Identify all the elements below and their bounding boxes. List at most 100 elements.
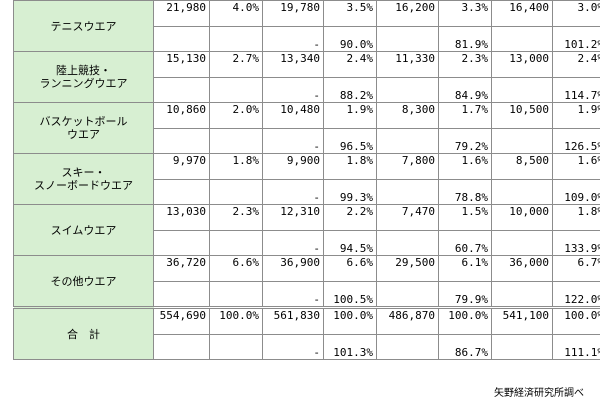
table-row: スイムウエア 13,030 2.3% 12,310 2.2% 7,470 1.5% 10,00… [13, 204, 600, 256]
yoy-ratio-cell: 78.8% [438, 179, 492, 205]
amount-cell: 16,400 [491, 0, 553, 27]
yoy-ratio-cell: 60.7% [438, 230, 492, 256]
yoy-ratio-cell [209, 230, 263, 256]
category-label-line: ウエア [67, 128, 100, 141]
amount-cell: 36,900 [262, 255, 324, 282]
yoy-ratio-cell [491, 230, 553, 256]
total-label: 合 計 [13, 306, 154, 360]
yoy-ratio-cell: 109.0% [552, 179, 600, 205]
share-cell: 100.0% [323, 306, 377, 335]
amount-cell: 554,690 [153, 306, 210, 335]
share-cell: 1.8% [323, 153, 377, 180]
yoy-ratio-cell: 86.7% [438, 334, 492, 360]
share-cell: 3.5% [323, 0, 377, 27]
category-label-line: スイムウエア [50, 223, 117, 237]
share-cell: 6.6% [323, 255, 377, 282]
table-row: テニスウエア 21,980 4.0% 19,780 3.5% 16,200 3.3% 16,4… [13, 0, 600, 52]
share-cell: 1.5% [438, 204, 492, 231]
amount-cell: 12,310 [262, 204, 324, 231]
amount-cell: 486,870 [376, 306, 439, 335]
amount-cell: 36,720 [153, 255, 210, 282]
yoy-ratio-cell: 114.7% [552, 77, 600, 103]
yoy-ratio-cell [153, 179, 210, 205]
share-cell: 2.2% [323, 204, 377, 231]
amount-cell: 15,130 [153, 51, 210, 78]
share-cell: 1.8% [552, 204, 600, 231]
yoy-ratio-cell [209, 26, 263, 52]
share-cell: 2.7% [209, 51, 263, 78]
amount-cell: 10,000 [491, 204, 553, 231]
share-cell: 2.3% [209, 204, 263, 231]
category-label-line: テニスウエア [50, 19, 117, 33]
amount-cell: 541,100 [491, 306, 553, 335]
share-cell: 1.8% [209, 153, 263, 180]
share-cell: 2.0% [209, 102, 263, 129]
amount-cell: 10,480 [262, 102, 324, 129]
yoy-ratio-cell: 79.9% [438, 281, 492, 308]
table-row: バスケットボール ウエア 10,860 2.0% 10,480 1.9% 8,300 1.7%… [13, 102, 600, 154]
yoy-ratio-cell: - [262, 26, 324, 52]
yoy-ratio-cell [209, 334, 263, 360]
amount-cell: 9,900 [262, 153, 324, 180]
category-label-line: スキー・ [61, 166, 106, 179]
amount-cell: 8,500 [491, 153, 553, 180]
yoy-ratio-cell: 101.2% [552, 26, 600, 52]
ratio-row: -94.5% 60.7% 133.9% [14, 230, 600, 256]
yoy-ratio-cell: 99.3% [323, 179, 377, 205]
category-label: テニスウエア [13, 0, 154, 52]
yoy-ratio-cell [376, 230, 439, 256]
yoy-ratio-cell [209, 179, 263, 205]
yoy-ratio-cell [491, 281, 553, 308]
category-label-line: スノーボードウエア [34, 179, 133, 192]
yoy-ratio-cell: 96.5% [323, 128, 377, 154]
ratio-row: -100.5% 79.9% 122.0% [14, 281, 600, 308]
table-row: 陸上競技・ ランニングウエア 15,130 2.7% 13,340 2.4% 11,330 2… [13, 51, 600, 103]
share-cell: 3.3% [438, 0, 492, 27]
share-cell: 2.4% [323, 51, 377, 78]
amount-cell: 10,500 [491, 102, 553, 129]
yoy-ratio-cell [376, 281, 439, 308]
yoy-ratio-cell [376, 77, 439, 103]
yoy-ratio-cell [376, 26, 439, 52]
source-note: 矢野経済研究所調べ [494, 388, 584, 399]
amount-cell: 29,500 [376, 255, 439, 282]
category-label-line: バスケットボール [39, 115, 128, 128]
share-cell: 1.9% [552, 102, 600, 129]
yoy-ratio-cell [491, 179, 553, 205]
yoy-ratio-cell [153, 77, 210, 103]
yoy-ratio-cell: 100.5% [323, 281, 377, 308]
total-ratio-row: -101.3% 86.7% 111.1% [14, 334, 600, 360]
share-cell: 6.1% [438, 255, 492, 282]
market-size-table: テニスウエア 21,980 4.0% 19,780 3.5% 16,200 3.3% 16,4… [13, 0, 600, 360]
share-cell: 1.6% [438, 153, 492, 180]
amount-cell: 10,860 [153, 102, 210, 129]
amount-cell: 9,970 [153, 153, 210, 180]
amount-cell: 19,780 [262, 0, 324, 27]
yoy-ratio-cell [376, 334, 439, 360]
yoy-ratio-cell: 94.5% [323, 230, 377, 256]
yoy-ratio-cell: 90.0% [323, 26, 377, 52]
yoy-ratio-cell [209, 128, 263, 154]
yoy-ratio-cell [153, 334, 210, 360]
share-cell: 2.4% [552, 51, 600, 78]
yoy-ratio-cell [491, 77, 553, 103]
amount-cell: 16,200 [376, 0, 439, 27]
yoy-ratio-cell [491, 128, 553, 154]
amount-cell: 13,000 [491, 51, 553, 78]
category-label-line: 陸上競技・ [56, 64, 111, 77]
yoy-ratio-cell [491, 334, 553, 360]
ratio-row: -96.5% 79.2% 126.5% [14, 128, 600, 154]
category-label: バスケットボール ウエア [13, 102, 154, 154]
yoy-ratio-cell [153, 128, 210, 154]
yoy-ratio-cell [491, 26, 553, 52]
share-cell: 1.9% [323, 102, 377, 129]
table-row: スキー・ スノーボードウエア 9,970 1.8% 9,900 1.8% 7,800 1.6%… [13, 153, 600, 205]
yoy-ratio-cell: - [262, 179, 324, 205]
yoy-ratio-cell: 84.9% [438, 77, 492, 103]
yoy-ratio-cell: 126.5% [552, 128, 600, 154]
share-cell: 100.0% [552, 306, 600, 335]
total-row: 合 計 554,690 100.0% 561,830 100.0% 486,870 100.… [13, 306, 600, 360]
share-cell: 3.0% [552, 0, 600, 27]
category-label-line: ランニングウエア [39, 77, 128, 90]
amount-cell: 11,330 [376, 51, 439, 78]
